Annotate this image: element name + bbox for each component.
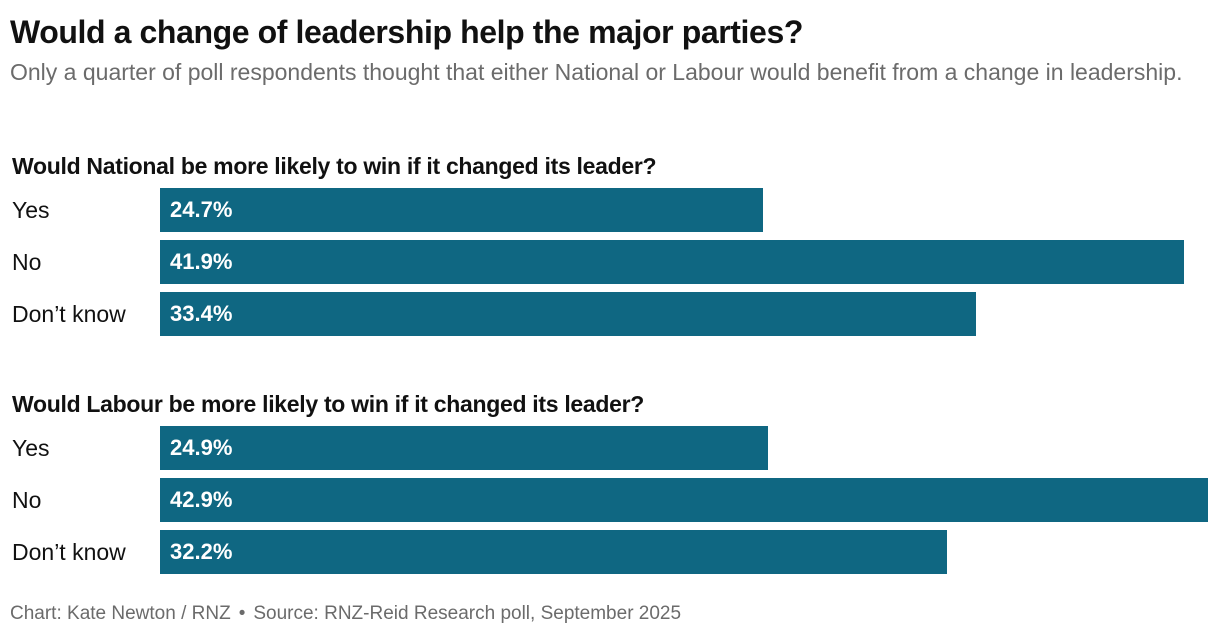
chart-title: Would Labour be more likely to win if it… — [12, 391, 645, 417]
bar: 42.9% — [160, 478, 1208, 522]
category-label: No — [12, 487, 42, 513]
category-label: No — [12, 249, 42, 275]
bar-row: Yes 24.7% — [0, 188, 1220, 232]
category-label: Yes — [12, 435, 50, 461]
chart-credit: Chart: Kate Newton / RNZ — [10, 603, 231, 624]
page-title: Would a change of leadership help the ma… — [10, 14, 803, 50]
bar-row: Yes 24.9% — [0, 426, 1220, 470]
chart-labour: Would Labour be more likely to win if it… — [0, 389, 1220, 579]
bar-row: No 42.9% — [0, 478, 1220, 522]
bar: 24.9% — [160, 426, 768, 470]
bar: 32.2% — [160, 530, 947, 574]
chart-title: Would National be more likely to win if … — [12, 153, 657, 179]
chart-source: Source: RNZ-Reid Research poll, Septembe… — [253, 603, 682, 624]
bar-row: Don’t know 33.4% — [0, 292, 1220, 336]
bar-row: Don’t know 32.2% — [0, 530, 1220, 574]
bar: 33.4% — [160, 292, 976, 336]
footer-separator: • — [238, 603, 246, 624]
bar: 41.9% — [160, 240, 1184, 284]
category-label: Don’t know — [12, 301, 126, 327]
category-label: Don’t know — [12, 539, 126, 565]
value-label: 42.9% — [170, 487, 233, 512]
value-label: 41.9% — [170, 249, 233, 274]
value-label: 24.9% — [170, 435, 233, 460]
chart-national: Would National be more likely to win if … — [0, 151, 1220, 341]
page-subtitle: Only a quarter of poll respondents thoug… — [10, 59, 1183, 85]
value-label: 33.4% — [170, 301, 233, 326]
bar-row: No 41.9% — [0, 240, 1220, 284]
bar: 24.7% — [160, 188, 763, 232]
chart-footer: Chart: Kate Newton / RNZ • Source: RNZ-Rei… — [10, 600, 681, 628]
value-label: 32.2% — [170, 539, 233, 564]
category-label: Yes — [12, 197, 50, 223]
value-label: 24.7% — [170, 197, 233, 222]
